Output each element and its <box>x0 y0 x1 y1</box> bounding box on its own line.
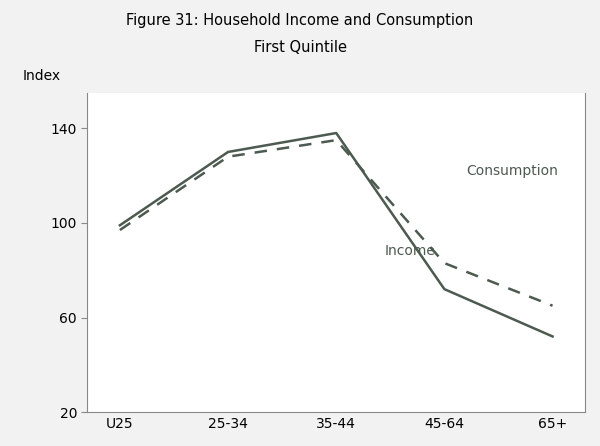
Text: Consumption: Consumption <box>466 164 558 178</box>
Text: Figure 31: Household Income and Consumption: Figure 31: Household Income and Consumpt… <box>127 13 473 29</box>
Text: Index: Index <box>23 69 61 83</box>
Text: First Quintile: First Quintile <box>254 40 347 55</box>
Text: Income: Income <box>385 244 436 258</box>
